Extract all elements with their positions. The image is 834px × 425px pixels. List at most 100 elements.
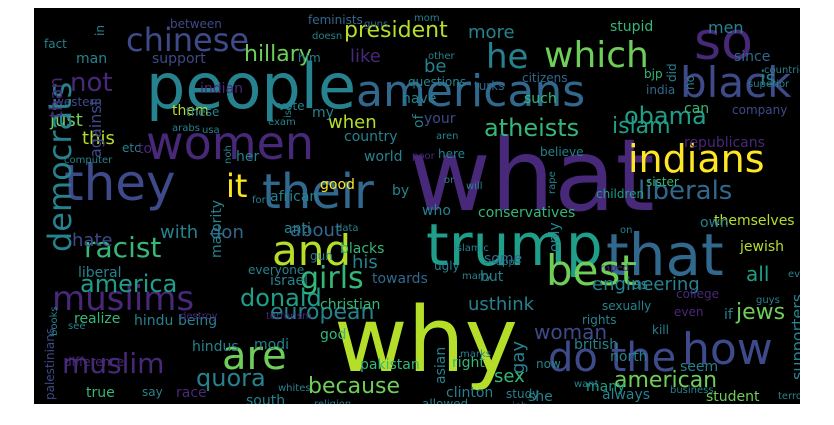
word-not: not — [70, 68, 113, 98]
word-is: is — [760, 66, 776, 90]
word-ugly: ugly — [434, 259, 460, 273]
word-being: being — [178, 313, 218, 329]
word-terrorism: terrorism — [266, 311, 312, 322]
word-liberal: liberal — [78, 265, 122, 281]
word-that: that — [606, 221, 724, 289]
word-sex: sex — [494, 366, 525, 387]
word-as: as — [632, 277, 648, 293]
word-marry: marry — [462, 271, 492, 282]
word-pakistan: pakistan — [360, 357, 420, 373]
word-when: when — [328, 112, 377, 133]
word-more: more — [468, 22, 515, 43]
word-world: world — [364, 149, 403, 165]
word-liberals: liberals — [638, 176, 733, 206]
word-rape: rape — [547, 171, 558, 194]
word-only: only — [547, 222, 563, 252]
word-of: of — [411, 114, 427, 129]
word-support: support — [152, 51, 206, 67]
word-right: right — [452, 355, 485, 371]
word-exam: exam — [268, 117, 296, 128]
word-their: their — [262, 164, 374, 220]
word-isn: isn — [283, 103, 294, 118]
word-see: see — [68, 321, 86, 332]
word-racist: racist — [84, 231, 162, 264]
word-muslim: muslim — [62, 347, 165, 380]
word-african: african — [270, 189, 319, 205]
word-trump: trump — [426, 211, 603, 279]
word-this: this — [82, 128, 115, 149]
word-always: always — [602, 387, 651, 403]
word-job: job — [512, 402, 527, 405]
word-or: or — [444, 175, 455, 186]
word-usthink: usthink — [468, 294, 535, 315]
word-indians: indians — [628, 137, 765, 181]
word-did: did — [665, 63, 679, 82]
word-don: don — [210, 222, 244, 243]
word-and: and — [272, 226, 352, 275]
word-themselves: themselves — [714, 213, 795, 229]
word-arabs: arabs — [172, 123, 200, 134]
word-marks: marks — [460, 349, 491, 360]
word-between: between — [170, 17, 222, 31]
word-it: it — [226, 167, 248, 205]
word-are: are — [222, 333, 287, 379]
word-data: data — [336, 223, 359, 234]
word-woman: woman — [534, 320, 608, 344]
word-north: north — [610, 349, 648, 365]
word-than: than — [46, 77, 67, 118]
word-do-the: do the — [548, 335, 677, 381]
word-student: student — [706, 389, 760, 404]
word-these: these — [186, 105, 220, 119]
word-by: by — [392, 183, 410, 199]
word-citizens: citizens — [522, 71, 568, 85]
word-cloud: what why people trump that americans so they the… — [34, 8, 800, 404]
word-terrorist: terrorist — [778, 391, 800, 402]
word-islam: islam — [612, 114, 671, 139]
word-turks: turks — [474, 79, 505, 93]
word-christian: christian — [320, 297, 381, 313]
word-towards: towards — [372, 271, 428, 287]
word-whites: whites — [278, 383, 311, 394]
word-everyone: everyone — [248, 263, 305, 277]
word-for: for — [252, 195, 266, 206]
word-questions: questions — [408, 75, 467, 89]
word-country: country — [344, 129, 398, 145]
word-western: western — [54, 95, 102, 109]
word-hillary: hillary — [244, 42, 312, 67]
word-clinton: clinton — [446, 385, 494, 401]
word-majority: majority — [209, 199, 225, 258]
word-your: your — [424, 111, 456, 127]
word-gay: gay — [508, 340, 529, 374]
word-say: say — [142, 385, 163, 399]
word-superior: superior — [748, 79, 790, 90]
word-why: why — [334, 288, 518, 393]
word-obama: obama — [624, 102, 707, 130]
word-stupid: stupid — [610, 19, 654, 35]
word-feminists: feminists — [308, 13, 363, 27]
word-british: british — [574, 337, 619, 353]
word-race: race — [176, 385, 207, 401]
word-poor: poor — [412, 151, 435, 162]
word-against: against — [86, 99, 105, 158]
word-to: to — [138, 141, 153, 157]
word-since: since — [734, 49, 771, 65]
word-own: own — [700, 215, 729, 231]
word-usa: usa — [202, 125, 220, 136]
word-many: many — [586, 379, 626, 395]
word-hate: hate — [72, 230, 113, 251]
word-good: good — [320, 177, 355, 193]
word-engineering: engineering — [592, 274, 700, 295]
word-him: him — [298, 51, 321, 65]
word-sexually: sexually — [602, 299, 652, 313]
word-girls: girls — [300, 261, 364, 296]
word-which: which — [544, 35, 649, 76]
word-islamic: islamic — [454, 243, 489, 254]
word-even: even — [674, 305, 704, 319]
word-all: all — [746, 262, 770, 286]
word-every: every — [788, 269, 800, 280]
word-black: black — [680, 58, 792, 107]
word-allowed: allowed — [422, 397, 469, 404]
word-religion: religion — [314, 400, 351, 405]
word-have: have — [402, 91, 437, 107]
word-books: books — [49, 306, 60, 336]
